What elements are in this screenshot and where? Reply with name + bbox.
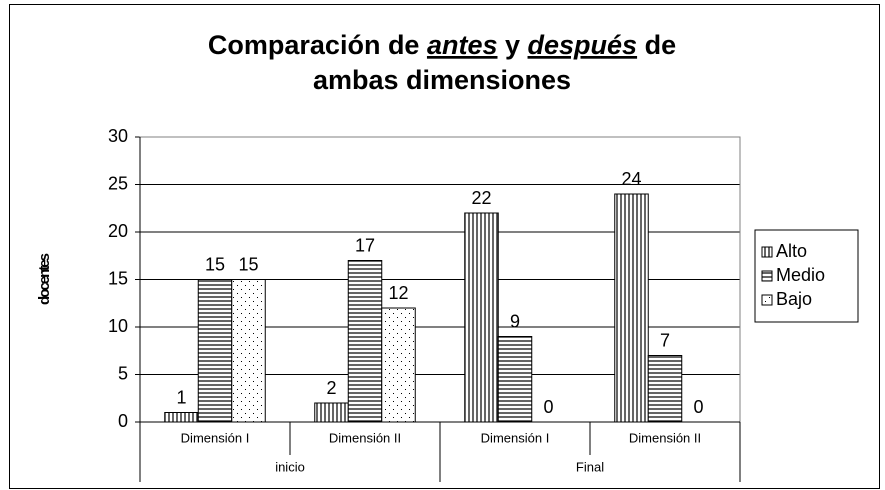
data-label: 22 bbox=[471, 188, 491, 208]
data-label: 1 bbox=[176, 387, 186, 407]
legend-swatch bbox=[761, 270, 773, 282]
data-label: 17 bbox=[355, 235, 375, 255]
legend-swatch bbox=[761, 294, 773, 306]
legend-label: Medio bbox=[776, 265, 825, 285]
x-tick-label: Dimensión I bbox=[481, 430, 550, 445]
y-tick-label: 10 bbox=[108, 316, 128, 336]
x-tick-label: Dimensión I bbox=[181, 430, 250, 445]
y-tick-label: 5 bbox=[118, 363, 128, 383]
data-label: 24 bbox=[621, 169, 641, 189]
data-label: 2 bbox=[326, 378, 336, 398]
group-label: Final bbox=[576, 459, 604, 474]
legend-label: Alto bbox=[776, 241, 807, 261]
data-label: 7 bbox=[660, 330, 670, 350]
y-tick-label: 20 bbox=[108, 221, 128, 241]
y-tick-label: 30 bbox=[108, 126, 128, 146]
group-label: inicio bbox=[275, 459, 305, 474]
y-tick-label: 25 bbox=[108, 173, 128, 193]
y-tick-label: 15 bbox=[108, 268, 128, 288]
bar bbox=[464, 212, 499, 423]
data-label: 0 bbox=[543, 397, 553, 417]
title-part: Comparación de bbox=[208, 30, 427, 60]
title-part: antes bbox=[427, 30, 498, 60]
legend-swatch bbox=[761, 246, 773, 258]
y-tick-label: 0 bbox=[118, 411, 128, 431]
title-part: y bbox=[498, 30, 528, 60]
bar bbox=[314, 402, 349, 423]
chart-frame bbox=[9, 4, 880, 489]
y-axis-label: docentes bbox=[36, 253, 53, 305]
data-label: 9 bbox=[510, 311, 520, 331]
bar bbox=[497, 336, 533, 423]
bar bbox=[381, 307, 416, 423]
bar bbox=[614, 193, 649, 423]
title-part: de bbox=[637, 30, 676, 60]
bar bbox=[347, 260, 383, 423]
bar bbox=[647, 355, 683, 423]
data-label: 0 bbox=[693, 397, 703, 417]
title-part: ambas dimensiones bbox=[313, 65, 571, 95]
chart-title: ambas dimensiones bbox=[313, 65, 571, 95]
data-label: 15 bbox=[238, 254, 258, 274]
x-tick-label: Dimensión II bbox=[329, 430, 401, 445]
x-tick-label: Dimensión II bbox=[629, 430, 701, 445]
bar bbox=[197, 279, 233, 423]
title-part: después bbox=[528, 30, 638, 60]
bar bbox=[231, 279, 266, 423]
legend-label: Bajo bbox=[776, 289, 812, 309]
chart-title: Comparación de antes y después de bbox=[208, 30, 676, 60]
data-label: 15 bbox=[205, 254, 225, 274]
bar bbox=[164, 412, 199, 423]
data-label: 12 bbox=[388, 283, 408, 303]
